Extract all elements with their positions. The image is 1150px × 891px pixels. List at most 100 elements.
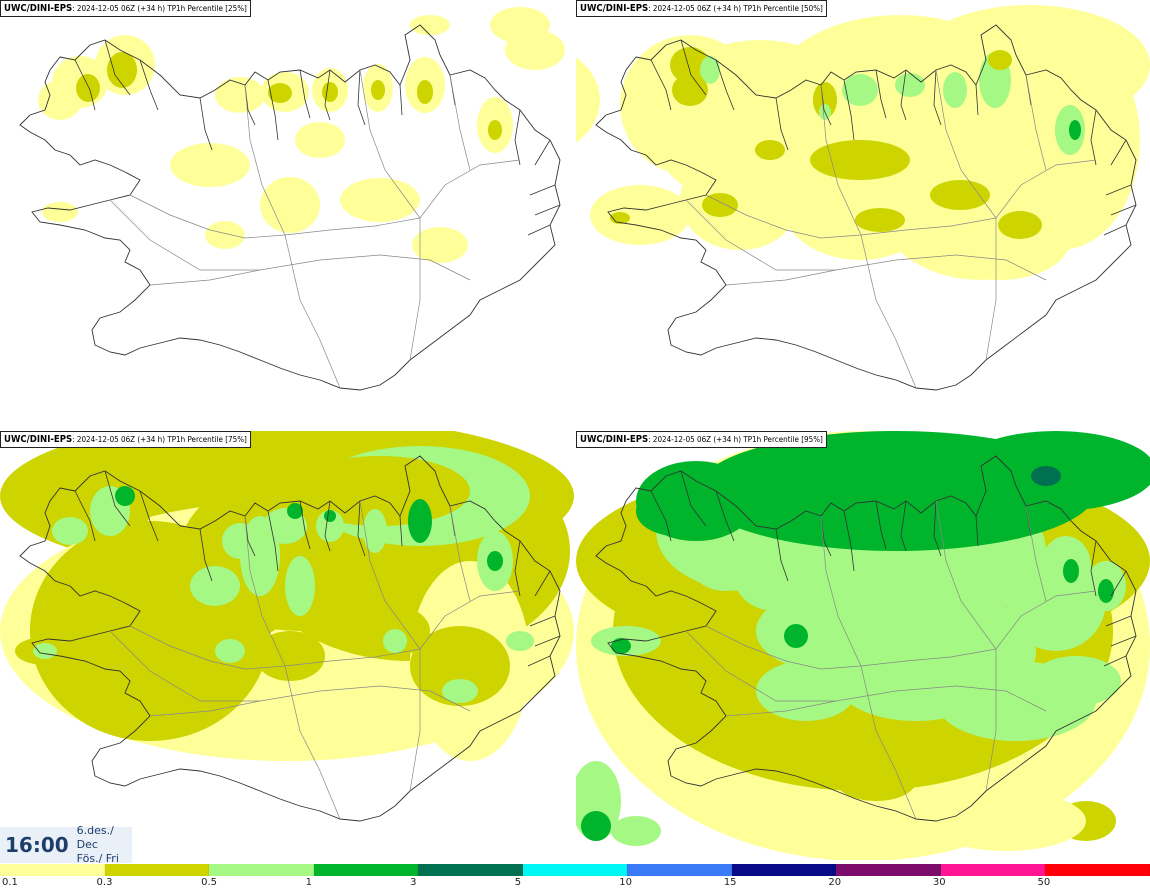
- fjord-line: [975, 515, 979, 547]
- precip-area: [1031, 466, 1061, 486]
- fjord-line: [900, 500, 907, 552]
- coastline: [19, 455, 561, 822]
- precip-area: [1031, 656, 1121, 706]
- precip-area: [383, 629, 407, 653]
- legend-colorbar: [0, 864, 1150, 876]
- fjord-line: [514, 540, 521, 597]
- panel-title: UWC/DINI-EPS: 2024-12-05 06Z (+34 h) TP1…: [576, 431, 827, 448]
- precip-area: [636, 486, 716, 536]
- legend-color-1: [0, 864, 105, 876]
- legend-color-3: [209, 864, 314, 876]
- map-panel-3: UWC/DINI-EPS: 2024-12-05 06Z (+34 h) TP1…: [0, 431, 574, 860]
- valid-date-weekday: Fös./ Fri: [76, 852, 119, 865]
- precip-area: [442, 679, 478, 703]
- precip-area: [784, 624, 808, 648]
- legend-color-9: [836, 864, 941, 876]
- region-border: [820, 84, 862, 236]
- region-border: [109, 630, 260, 702]
- precip-area: [316, 510, 344, 542]
- precip-area: [680, 150, 800, 250]
- precip-area: [115, 486, 135, 506]
- precip-map: [19, 7, 565, 391]
- region-border: [725, 254, 1047, 286]
- run-info: : 2024-12-05 06Z (+34 h) TP1h Percentile…: [72, 435, 247, 444]
- fjord-line: [74, 490, 96, 542]
- precip-area: [240, 516, 280, 596]
- precip-area: [295, 122, 345, 158]
- precip-area: [42, 202, 78, 222]
- region-border: [129, 194, 421, 239]
- fjord-line: [975, 84, 979, 116]
- legend-color-11: [1045, 864, 1150, 876]
- model-name: UWC/DINI-EPS: [4, 3, 73, 14]
- region-border: [985, 649, 997, 792]
- region-border: [359, 500, 421, 650]
- fjord-line: [680, 39, 707, 96]
- region-border: [244, 84, 286, 236]
- fjord-line: [399, 84, 403, 116]
- fjord-line: [357, 500, 366, 557]
- fjord-line: [1090, 540, 1097, 597]
- region-border: [860, 665, 917, 820]
- precip-area: [52, 517, 88, 545]
- region-border: [419, 590, 521, 650]
- precip-area: [324, 510, 336, 522]
- fjord-line: [1110, 570, 1127, 597]
- region-border: [449, 505, 471, 602]
- precip-area: [215, 639, 245, 663]
- region-border: [449, 74, 471, 171]
- precip-area: [215, 77, 265, 113]
- panel-title: UWC/DINI-EPS: 2024-12-05 06Z (+34 h) TP1…: [576, 0, 827, 17]
- fjord-line: [324, 69, 331, 121]
- region-border: [995, 159, 1097, 219]
- coastline: [595, 24, 1137, 391]
- fjord-line: [843, 510, 855, 572]
- precip-area: [930, 200, 1070, 280]
- fjord-line: [715, 59, 735, 111]
- valid-time-box: 16:00 6.des./ Dec Fös./ Fri: [0, 824, 132, 866]
- legend-color-4: [313, 864, 419, 876]
- legend-color-8: [731, 864, 837, 876]
- precip-area: [410, 15, 450, 35]
- fjord-line: [1103, 655, 1127, 667]
- fjord-line: [199, 528, 213, 582]
- fjord-line: [1105, 615, 1132, 627]
- legend-label: 0.3: [96, 877, 113, 888]
- region-border: [820, 515, 862, 667]
- region-border: [860, 234, 917, 389]
- precip-area: [255, 631, 325, 681]
- region-border: [685, 630, 836, 702]
- panel-divider-horizontal: [0, 429, 1150, 431]
- region-border: [419, 159, 521, 219]
- fjord-line: [534, 139, 551, 166]
- fjord-line: [1103, 224, 1127, 236]
- precip-area: [836, 761, 916, 801]
- legend-labels: 0.1 0.3 0.5 1 3 5 10 15 20 30 50: [0, 877, 1150, 891]
- region-border: [985, 218, 997, 361]
- legend-color-7: [627, 864, 732, 876]
- precip-area: [842, 74, 878, 106]
- fjord-line: [650, 490, 672, 542]
- precip-area: [998, 211, 1042, 239]
- legend-label: 1: [305, 877, 312, 888]
- panel-title: UWC/DINI-EPS: 2024-12-05 06Z (+34 h) TP1…: [0, 0, 251, 17]
- precip-area: [1069, 120, 1081, 140]
- fjord-line: [1110, 139, 1127, 166]
- precip-map: [576, 5, 1150, 391]
- precip-map: [0, 431, 574, 822]
- valid-date: 6.des./ Dec Fös./ Fri: [77, 824, 132, 866]
- legend-label: 20: [828, 877, 842, 888]
- map-panel-4: UWC/DINI-EPS: 2024-12-05 06Z (+34 h) TP1…: [576, 431, 1150, 860]
- region-border: [935, 500, 997, 650]
- precip-area: [1063, 559, 1079, 583]
- legend-label: 5: [514, 877, 522, 888]
- precip-area: [120, 636, 180, 676]
- map-panel-2: UWC/DINI-EPS: 2024-12-05 06Z (+34 h) TP1…: [576, 0, 1150, 429]
- legend-label: 15: [723, 877, 737, 888]
- legend-color-6: [522, 864, 628, 876]
- precip-area: [813, 82, 837, 118]
- precip-area: [855, 208, 905, 232]
- legend-color-2: [104, 864, 210, 876]
- fjord-line: [715, 490, 735, 542]
- precip-area: [33, 643, 57, 659]
